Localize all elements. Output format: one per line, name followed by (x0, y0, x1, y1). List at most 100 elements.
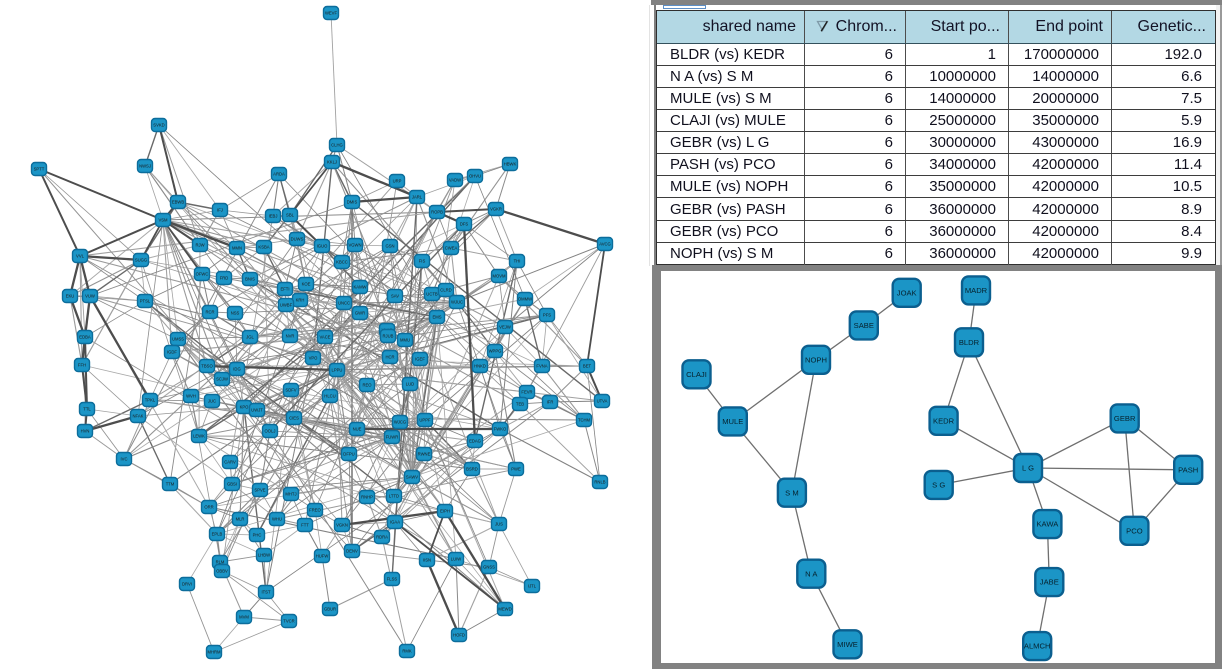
svg-text:TBSO: TBSO (201, 364, 213, 369)
svg-text:VACE: VACE (319, 335, 330, 340)
svg-text:MMN: MMN (232, 246, 242, 251)
svg-text:PASH: PASH (1178, 465, 1198, 474)
svg-text:GNSS: GNSS (483, 565, 495, 570)
svg-text:FFH: FFH (78, 363, 86, 368)
svg-text:TCHM: TCHM (578, 418, 591, 423)
svg-text:MADR: MADR (965, 286, 988, 295)
svg-text:GBUR: GBUR (324, 607, 336, 612)
svg-text:JUC: JUC (208, 399, 216, 404)
svg-text:HVN: HVN (81, 429, 90, 434)
svg-text:UTVA: UTVA (597, 399, 608, 404)
svg-text:S G: S G (932, 481, 945, 490)
svg-text:JARL: JARL (412, 195, 423, 200)
svg-text:PCO: PCO (1126, 526, 1143, 535)
svg-text:ITST: ITST (261, 590, 271, 595)
svg-text:SPTT: SPTT (34, 167, 45, 172)
svg-text:BET: BET (583, 364, 592, 369)
svg-text:MULE: MULE (722, 417, 743, 426)
svg-text:PFS: PFS (543, 313, 551, 318)
svg-text:TTM: TTM (166, 482, 175, 487)
svg-text:S M: S M (785, 488, 799, 497)
svg-text:UNCC: UNCC (338, 301, 350, 306)
svg-text:DUWS: DUWS (291, 237, 304, 242)
svg-text:IFR: IFR (547, 400, 554, 405)
svg-text:PHC: PHC (253, 533, 262, 538)
svg-text:VADW: VADW (449, 178, 461, 183)
svg-text:CWEA: CWEA (445, 246, 458, 251)
svg-text:ROPB: ROPB (431, 210, 443, 215)
svg-text:OFWC: OFWC (196, 272, 209, 277)
svg-text:VEJW: VEJW (499, 325, 511, 330)
svg-text:CLHG: CLHG (331, 143, 343, 148)
svg-text:BLDR: BLDR (959, 338, 980, 347)
svg-text:TTL: TTL (83, 407, 91, 412)
svg-text:JABE: JABE (1040, 578, 1059, 587)
svg-text:LUIW: LUIW (451, 557, 462, 562)
svg-text:SAWV: SAWV (406, 475, 418, 480)
svg-text:DENV: DENV (346, 549, 358, 554)
svg-text:JGL: JGL (246, 335, 254, 340)
svg-text:IEBJ: IEBJ (269, 214, 278, 219)
svg-text:WHU: WHU (272, 517, 282, 522)
svg-text:NFAK: NFAK (133, 414, 144, 419)
svg-text:GEBR: GEBR (1114, 414, 1136, 423)
svg-text:JUS: JUS (495, 522, 503, 527)
svg-text:IGUO: IGUO (317, 244, 328, 249)
svg-text:UPPF: UPPF (419, 418, 431, 423)
svg-text:N A: N A (805, 569, 818, 578)
svg-text:LTTD: LTTD (389, 494, 399, 499)
svg-text:TVCR: TVCR (283, 619, 294, 624)
svg-text:FRD: FRD (220, 276, 229, 281)
svg-text:EPLB: EPLB (212, 532, 223, 537)
svg-text:HUFW: HUFW (316, 554, 329, 559)
svg-text:CIES: CIES (289, 416, 299, 421)
svg-text:CLRD: CLRD (440, 288, 451, 293)
svg-text:SCJW: SCJW (216, 377, 228, 382)
svg-text:KBCC: KBCC (336, 260, 348, 265)
svg-text:MLR: MLR (236, 517, 245, 522)
svg-text:CARV: CARV (224, 460, 236, 465)
svg-text:KSBA: KSBA (258, 245, 269, 250)
svg-text:UWJT: UWJT (251, 408, 263, 413)
svg-text:NWSJ: NWSJ (139, 164, 151, 169)
svg-text:FVNA: FVNA (536, 364, 547, 369)
svg-text:MIWE: MIWE (837, 640, 858, 649)
svg-text:WVH: WVH (186, 394, 196, 399)
svg-text:ALMCH: ALMCH (1024, 642, 1051, 651)
svg-text:NOPH: NOPH (805, 355, 827, 364)
svg-text:KOE: KOE (302, 282, 311, 287)
svg-text:LEWK: LEWK (193, 434, 205, 439)
svg-text:KAWA: KAWA (1036, 520, 1059, 529)
svg-text:VVL: VVL (76, 254, 85, 259)
svg-text:SDFV: SDFV (285, 388, 296, 393)
svg-text:HCR: HCR (385, 355, 394, 360)
svg-text:WEVF: WEVF (325, 11, 338, 16)
svg-text:RCR: RCR (205, 310, 214, 315)
svg-text:PWE: PWE (511, 467, 521, 472)
svg-text:DFS: DFS (460, 222, 469, 227)
svg-text:PTSL: PTSL (140, 299, 151, 304)
svg-text:SABE: SABE (854, 321, 874, 330)
svg-text:WJCG: WJCG (394, 420, 406, 425)
svg-text:FREO: FREO (309, 508, 321, 513)
svg-text:WJUC: WJUC (451, 300, 463, 305)
svg-text:MOVM: MOVM (492, 274, 506, 279)
svg-text:RJUB: RJUB (383, 334, 394, 339)
svg-text:SAV: SAV (391, 294, 399, 299)
svg-text:NVR: NVR (286, 334, 295, 339)
svg-text:HOFD: HOFD (453, 633, 465, 638)
svg-text:URP: URP (393, 179, 402, 184)
svg-text:RNHP: RNHP (361, 495, 373, 500)
svg-text:VGKN: VGKN (336, 523, 348, 528)
svg-text:DMIS: DMIS (347, 200, 358, 205)
svg-text:AVCG: AVCG (599, 242, 611, 247)
svg-text:KEDR: KEDR (933, 416, 955, 425)
svg-text:ARDA: ARDA (273, 172, 285, 177)
svg-text:ORR: ORR (204, 505, 213, 510)
svg-text:UMSS: UMSS (172, 337, 184, 342)
svg-text:VPO: VPO (309, 356, 319, 361)
svg-text:IDG: IDG (233, 367, 240, 372)
svg-text:MEWD: MEWD (498, 607, 511, 612)
svg-text:L G: L G (1022, 464, 1034, 473)
svg-text:GSN: GSN (385, 244, 394, 249)
